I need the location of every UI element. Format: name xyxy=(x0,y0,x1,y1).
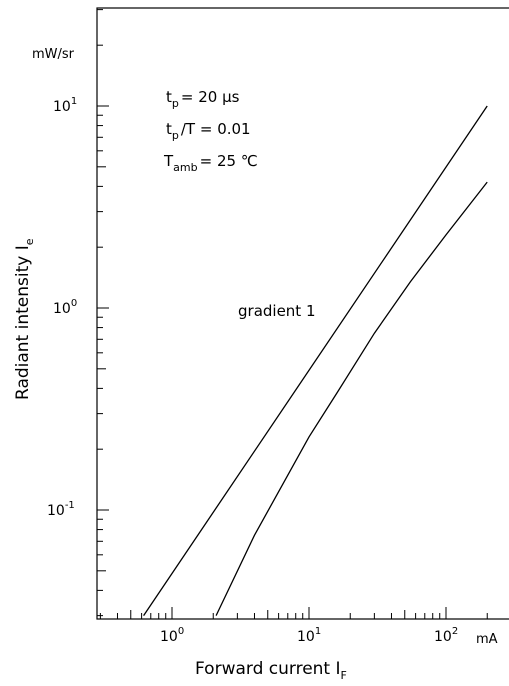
series-line-2 xyxy=(215,181,488,616)
plot-frame xyxy=(96,7,509,620)
series-line-1 xyxy=(143,105,488,616)
annotation-ambient-temp: Tamb = 25 ℃ xyxy=(163,152,258,174)
y-ticks: 10-1 100 101 xyxy=(47,9,109,617)
series-lines xyxy=(143,105,488,616)
y-tick-label: 101 xyxy=(53,96,77,115)
x-ticks: 100 101 102 xyxy=(99,607,488,645)
annotation-gradient: gradient 1 xyxy=(238,302,316,320)
y-tick-label: 100 xyxy=(53,298,77,317)
x-tick-label: 102 xyxy=(434,626,458,645)
annotation-pulse-width: tp = 20 μs xyxy=(166,88,240,110)
y-axis-label: Radiant intensity Ie xyxy=(13,238,36,400)
annotation-duty-cycle: tp/T = 0.01 xyxy=(166,120,251,142)
x-tick-label: 101 xyxy=(297,626,321,645)
y-unit-label: mW/sr xyxy=(32,47,75,62)
y-tick-label: 10-1 xyxy=(47,500,75,519)
x-axis-label: Forward current IF xyxy=(195,659,347,682)
x-tick-label: 100 xyxy=(160,626,184,645)
x-unit-label: mA xyxy=(476,632,498,647)
